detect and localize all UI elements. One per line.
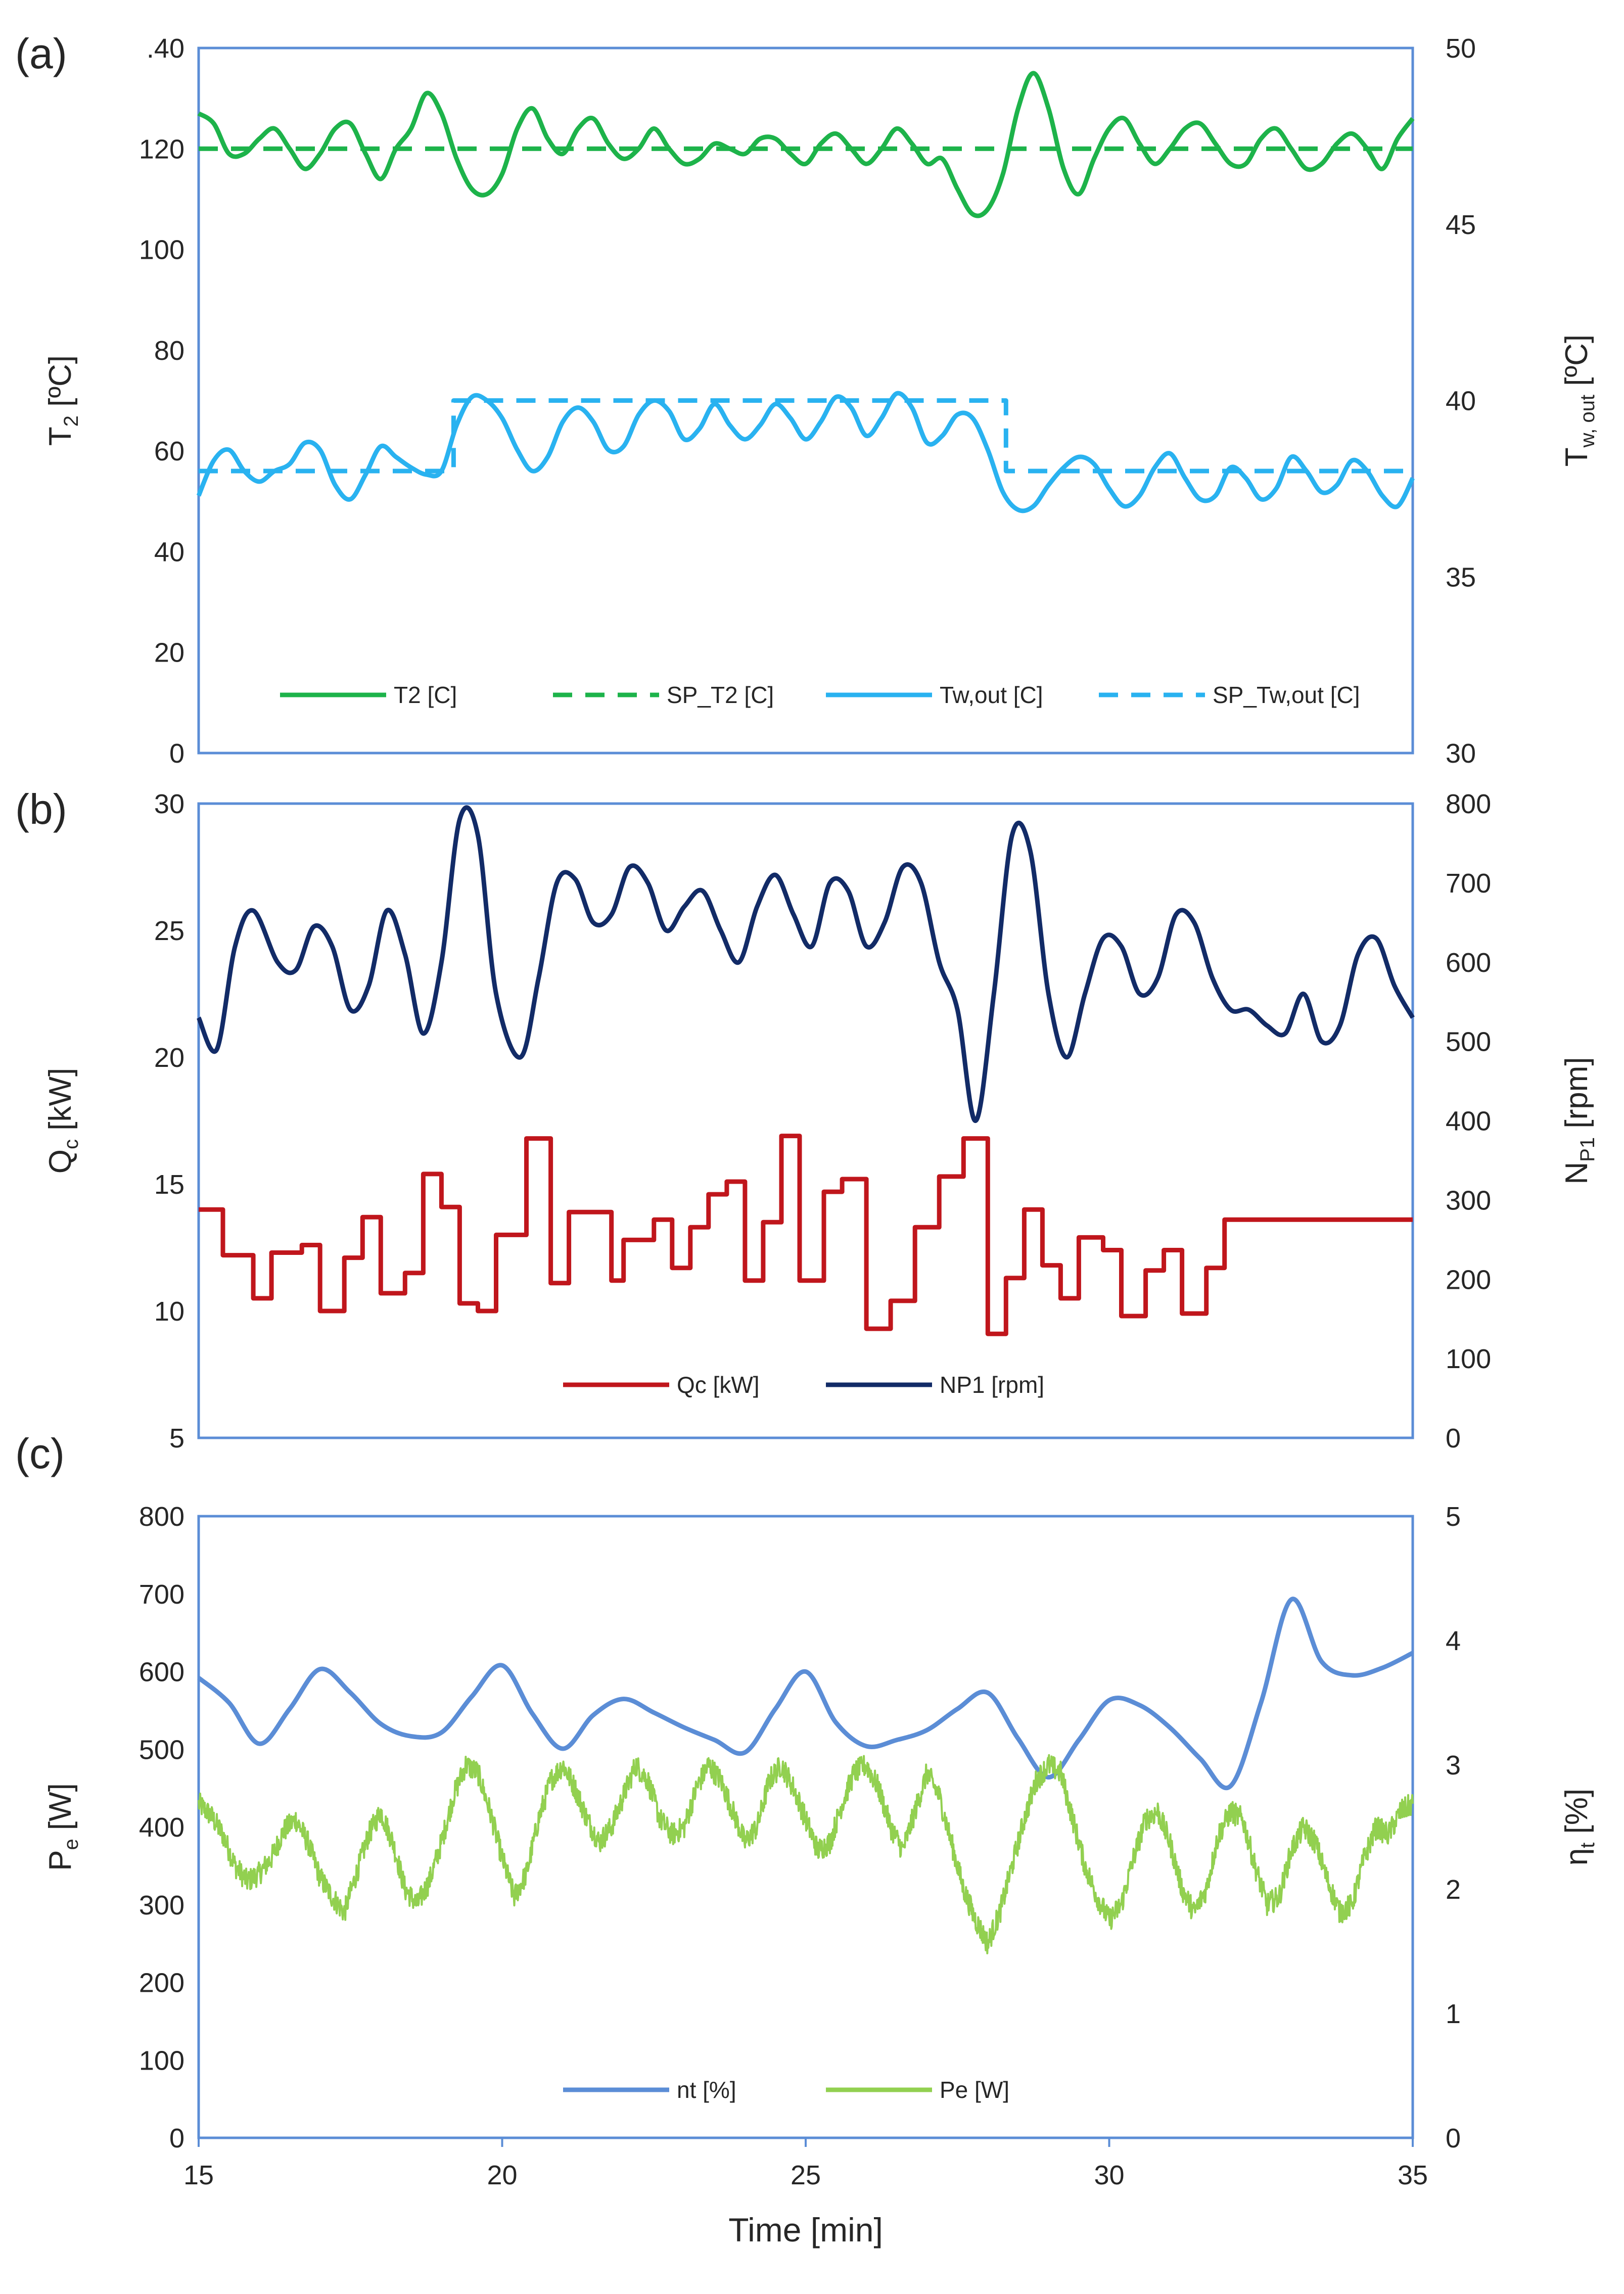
right-axis-title: ηt [%] <box>1559 1789 1599 1865</box>
x-tick-label: 15 <box>183 2160 214 2190</box>
series-line-2 <box>196 805 1415 1123</box>
panel-2: (b)510152025300100200300400500600700800Q… <box>15 785 1599 1454</box>
series-line-2 <box>198 1754 1414 1954</box>
left-axis-title: Qc [kW] <box>43 1068 82 1174</box>
series-line-1 <box>199 1134 1413 1336</box>
left-tick-label: 500 <box>139 1735 184 1765</box>
x-tick-label: 25 <box>791 2160 821 2190</box>
right-tick-label: 500 <box>1446 1027 1491 1057</box>
plot-frame <box>197 802 1414 1439</box>
right-tick-label: 1 <box>1446 1999 1461 2029</box>
panel-1: (a) 0 20 40 60 80 100 120 .40 30 35 40 45 50 T2 [ºC] Tw… <box>15 30 1599 769</box>
left-tick-label: 15 <box>154 1169 184 1200</box>
left-tick-label: 25 <box>154 916 184 946</box>
left-tick-label: 80 <box>154 336 184 366</box>
panel-label: (a) <box>15 30 67 77</box>
right-tick-label: 3 <box>1446 1750 1461 1781</box>
left-tick-label: 5 <box>169 1423 184 1454</box>
right-tick-label: 2 <box>1446 1875 1461 1905</box>
left-tick-label: 0 <box>169 738 184 769</box>
legend-label: Tw,out [C] <box>940 682 1043 708</box>
right-tick-label: 300 <box>1446 1185 1491 1215</box>
right-tick-label: 5 <box>1446 1502 1461 1532</box>
legend-label: SP_T2 [C] <box>667 682 774 708</box>
right-tick-label: 800 <box>1446 789 1491 819</box>
right-tick-label: 0 <box>1446 2123 1461 2153</box>
left-tick-label: 120 <box>139 134 184 164</box>
right-tick-label: 100 <box>1446 1344 1491 1374</box>
right-tick-label: 4 <box>1446 1626 1461 1656</box>
legend-label: Pe [W] <box>940 2077 1009 2103</box>
legend-label: Qc [kW] <box>677 1372 760 1398</box>
left-tick-label: 800 <box>139 1502 184 1532</box>
x-axis-title: Time [min] <box>728 2211 883 2249</box>
panel-label: (b) <box>15 785 67 833</box>
legend: T2 [C] SP_T2 [C] Tw,out [C] SP_Tw,out [C] <box>280 682 1360 708</box>
left-tick-label: 40 <box>154 537 184 567</box>
right-tick-label: 400 <box>1446 1106 1491 1137</box>
right-tick-label: 30 <box>1446 738 1476 769</box>
series-line-3 <box>196 391 1415 513</box>
left-tick-label: 30 <box>154 789 184 819</box>
right-axis-title: NP1 [rpm] <box>1559 1057 1599 1184</box>
right-tick-label: 35 <box>1446 562 1476 592</box>
left-tick-label: 400 <box>139 1812 184 1843</box>
panel-label: (c) <box>15 1430 65 1477</box>
left-tick-label: 100 <box>139 235 184 265</box>
left-tick-label: 700 <box>139 1579 184 1610</box>
x-tick-label: 30 <box>1094 2160 1124 2190</box>
right-tick-label: 45 <box>1446 210 1476 240</box>
left-axis-title: T2 [ºC] <box>43 355 82 446</box>
right-tick-label: 0 <box>1446 1423 1461 1454</box>
series-line-1 <box>197 1597 1414 1790</box>
left-tick-label: 200 <box>139 1968 184 1998</box>
left-tick-label: 0 <box>169 2123 184 2153</box>
left-axis-title: Pe [W] <box>43 1783 82 1871</box>
plot-frame <box>197 46 1414 755</box>
right-tick-label: 200 <box>1446 1265 1491 1295</box>
legend-label: nt [%] <box>677 2077 736 2103</box>
legend-label: SP_Tw,out [C] <box>1213 682 1360 708</box>
right-tick-label: 50 <box>1446 33 1476 64</box>
panel-3: (c) 0 100 200 300 400 500 600 700 800 0 1 2 3 4 5 Pe [W]… <box>15 1430 1599 2249</box>
right-axis-title: Tw, out [ºC] <box>1559 335 1599 467</box>
left-tick-label: 60 <box>154 436 184 466</box>
left-tick-label: .40 <box>147 33 184 64</box>
left-tick-label: 300 <box>139 1890 184 1921</box>
legend-label: T2 [C] <box>394 682 457 708</box>
right-tick-label: 600 <box>1446 948 1491 978</box>
legend: Qc [kW] NP1 [rpm] <box>563 1372 1044 1398</box>
left-tick-label: 10 <box>154 1296 184 1327</box>
legend: nt [%] Pe [W] <box>563 2077 1009 2103</box>
left-tick-label: 20 <box>154 638 184 668</box>
series-line-1 <box>197 71 1415 218</box>
x-tick-label: 20 <box>487 2160 517 2190</box>
right-tick-label: 40 <box>1446 386 1476 416</box>
legend-label: NP1 [rpm] <box>940 1372 1044 1398</box>
series-line-4 <box>199 398 1413 474</box>
left-tick-label: 600 <box>139 1657 184 1688</box>
x-tick-label: 35 <box>1398 2160 1428 2190</box>
right-tick-label: 700 <box>1446 868 1491 899</box>
left-tick-label: 20 <box>154 1043 184 1073</box>
left-tick-label: 100 <box>139 2045 184 2076</box>
